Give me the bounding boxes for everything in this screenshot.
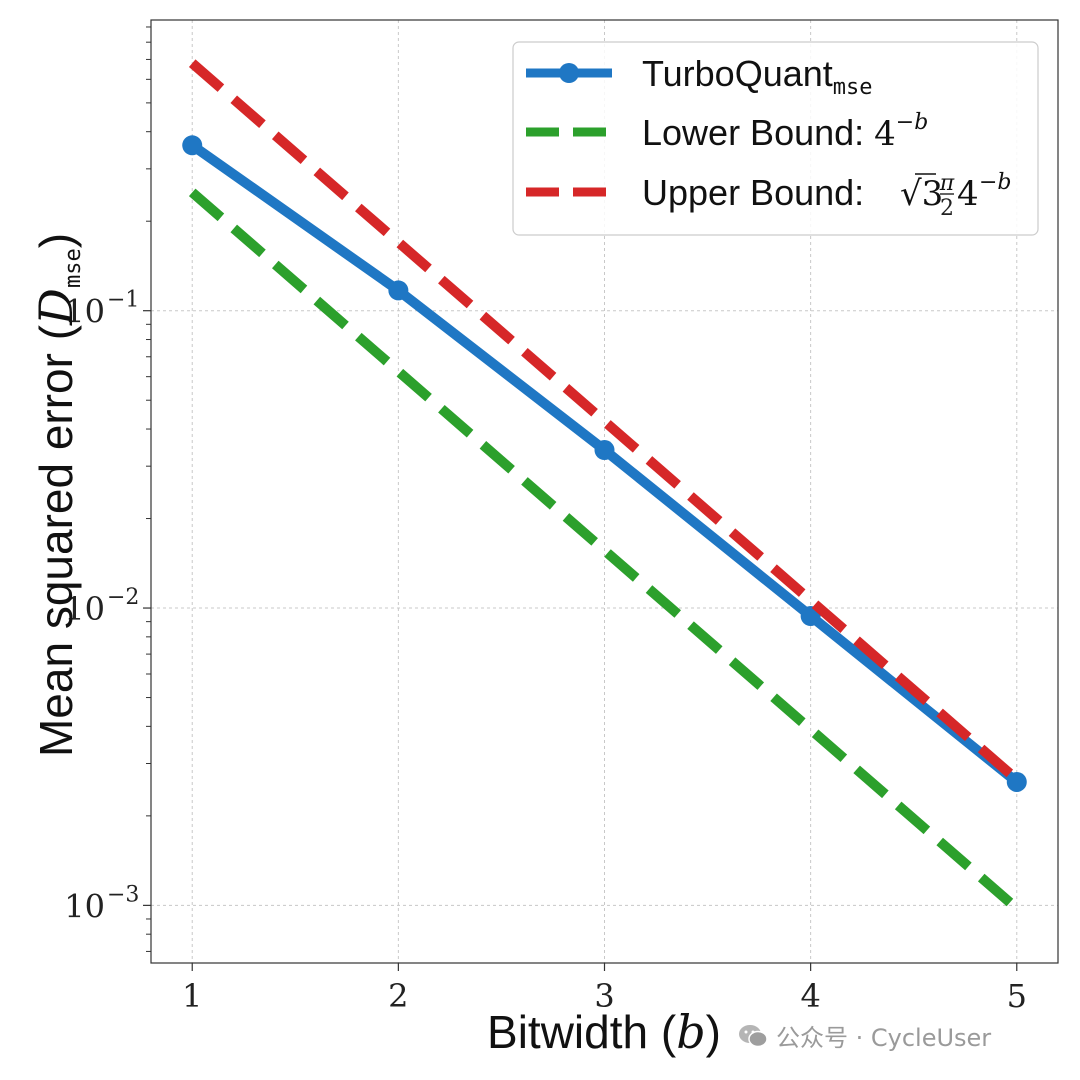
x-tick-label: 1: [182, 977, 202, 1015]
series-layer: [182, 59, 1027, 913]
series-point-0-4: [1006, 771, 1027, 792]
y-axis-label-close: ): [30, 233, 82, 248]
watermark-text: 公众号 · CycleUser: [776, 1024, 992, 1052]
x-axis-label-close: ): [706, 1006, 721, 1058]
y-axis-label-sub: mse: [61, 248, 86, 288]
x-tick-label: 5: [1007, 977, 1027, 1015]
y-tick-exponent: −3: [107, 882, 139, 907]
legend-upper-frac-den: 2: [940, 196, 954, 221]
legend-marker-turboquant: [559, 63, 579, 83]
x-tick-label: 3: [594, 977, 614, 1015]
legend: TurboQuantmse Lower Bound: 4−b Upper Bou…: [512, 41, 1039, 236]
legend-upper-four: 4: [957, 174, 979, 214]
x-axis-label: Bitwidth (b): [487, 1005, 721, 1059]
series-point-0-2: [594, 440, 615, 461]
x-tick-label: 4: [800, 977, 820, 1015]
y-tick-label: 10: [64, 887, 105, 925]
series-line-1: [188, 188, 1021, 913]
y-tick-label: 10: [64, 293, 105, 331]
legend-label-upper-bound: Upper Bound:: [642, 172, 864, 213]
x-axis-label-text: Bitwidth (: [487, 1006, 677, 1058]
y-axis-label: Mean squared error (Dmse): [29, 233, 86, 757]
legend-lower-exp: −b: [896, 110, 929, 135]
legend-upper-name: Upper Bound:: [642, 172, 864, 213]
y-tick-exponent: −1: [107, 288, 139, 313]
legend-label-lower-bound: Lower Bound: 4−b: [642, 110, 928, 154]
series-point-0-0: [182, 135, 203, 156]
ticks: 1 2 3 4 510−110−210−3: [64, 26, 1027, 1015]
legend-lower-name: Lower Bound:: [642, 112, 874, 153]
legend-upper-frac-num: π: [939, 171, 955, 196]
legend-label-turboquant: TurboQuantmse: [642, 53, 873, 100]
series-point-0-1: [388, 280, 409, 301]
x-tick-label: 2: [388, 977, 408, 1015]
legend-upper-sqrt3: √3: [900, 174, 943, 214]
legend-upper-exp: −b: [979, 170, 1012, 195]
watermark: 公众号 · CycleUser: [738, 1018, 991, 1053]
legend-turboquant-name: TurboQuant: [642, 53, 833, 94]
x-axis-label-var: b: [676, 1005, 705, 1059]
series-line-2: [188, 59, 1021, 784]
legend-upper-formula: √3 π 2 4 −b: [900, 170, 1012, 221]
y-tick-label: 10: [64, 590, 105, 628]
legend-turboquant-sub: mse: [833, 75, 873, 100]
y-tick-exponent: −2: [107, 585, 139, 610]
legend-lower-base: 4: [874, 114, 896, 154]
y-axis-label-var: D: [29, 288, 83, 326]
y-axis-label-text: Mean squared error (: [30, 324, 82, 757]
legend-frame: [512, 41, 1039, 236]
wechat-icon: [739, 1024, 768, 1047]
